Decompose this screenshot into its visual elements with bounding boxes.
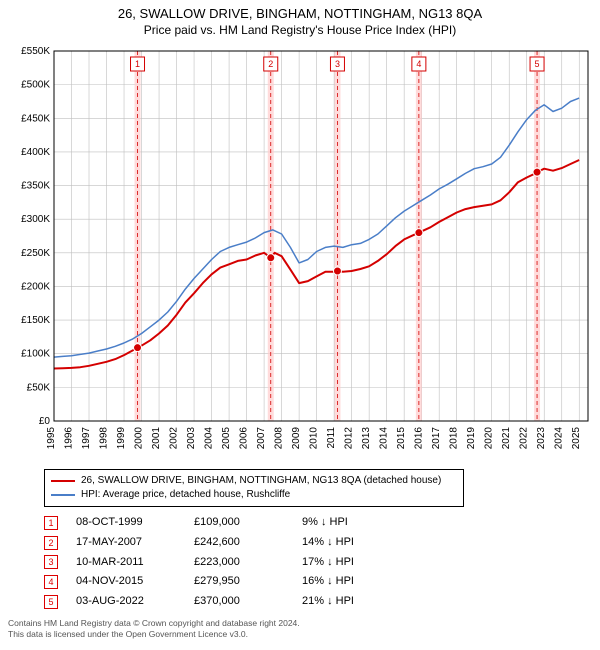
svg-text:2013: 2013	[361, 427, 372, 450]
svg-text:1995: 1995	[46, 427, 57, 450]
footer: Contains HM Land Registry data © Crown c…	[8, 618, 592, 640]
svg-text:2019: 2019	[466, 427, 477, 450]
chart-svg: £0 £50K £100K £150K £200K £250K £300K £350K £400…	[8, 43, 592, 463]
svg-text:2021: 2021	[501, 427, 512, 450]
event-date: 04-NOV-2015	[76, 572, 176, 592]
svg-text:2002: 2002	[169, 427, 180, 450]
svg-text:2003: 2003	[186, 427, 197, 450]
svg-text:£400K: £400K	[21, 147, 50, 158]
event-row: 5 03-AUG-2022 £370,000 21% ↓ HPI	[44, 592, 592, 612]
event-diff: 17% ↓ HPI	[302, 553, 392, 573]
svg-text:1: 1	[135, 59, 140, 69]
event-diff: 21% ↓ HPI	[302, 592, 392, 612]
event-date: 08-OCT-1999	[76, 513, 176, 533]
svg-text:5: 5	[535, 59, 540, 69]
svg-text:2001: 2001	[151, 427, 162, 450]
event-row: 4 04-NOV-2015 £279,950 16% ↓ HPI	[44, 572, 592, 592]
chart-subtitle: Price paid vs. HM Land Registry's House …	[8, 23, 592, 37]
svg-text:2015: 2015	[396, 427, 407, 450]
event-diff: 14% ↓ HPI	[302, 533, 392, 553]
svg-text:2: 2	[268, 59, 273, 69]
svg-text:2020: 2020	[484, 427, 495, 450]
svg-text:2010: 2010	[309, 427, 320, 450]
svg-text:2006: 2006	[239, 427, 250, 450]
event-row: 1 08-OCT-1999 £109,000 9% ↓ HPI	[44, 513, 592, 533]
event-diff: 9% ↓ HPI	[302, 513, 392, 533]
event-marker-icon: 3	[44, 555, 58, 569]
chart-title: 26, SWALLOW DRIVE, BINGHAM, NOTTINGHAM, …	[8, 6, 592, 21]
svg-text:2023: 2023	[536, 427, 547, 450]
svg-text:£150K: £150K	[21, 315, 50, 326]
svg-text:2004: 2004	[204, 427, 215, 450]
event-date: 03-AUG-2022	[76, 592, 176, 612]
svg-text:2024: 2024	[554, 427, 565, 450]
legend-item-hpi: HPI: Average price, detached house, Rush…	[51, 488, 457, 502]
svg-text:2005: 2005	[221, 427, 232, 450]
event-table: 1 08-OCT-1999 £109,000 9% ↓ HPI 2 17-MAY-2007…	[44, 513, 592, 612]
svg-text:2008: 2008	[274, 427, 285, 450]
svg-text:1999: 1999	[116, 427, 127, 450]
legend-swatch	[51, 494, 75, 496]
svg-text:2011: 2011	[326, 427, 337, 449]
event-marker-icon: 5	[44, 595, 58, 609]
event-price: £370,000	[194, 592, 284, 612]
svg-text:2025: 2025	[571, 427, 582, 450]
legend-item-price-paid: 26, SWALLOW DRIVE, BINGHAM, NOTTINGHAM, …	[51, 474, 457, 488]
chart: £0 £50K £100K £150K £200K £250K £300K £350K £400…	[8, 43, 592, 463]
legend-label: 26, SWALLOW DRIVE, BINGHAM, NOTTINGHAM, …	[81, 474, 441, 488]
event-row: 3 10-MAR-2011 £223,000 17% ↓ HPI	[44, 553, 592, 573]
svg-text:2017: 2017	[431, 427, 442, 450]
svg-text:£450K: £450K	[21, 113, 50, 124]
svg-text:2000: 2000	[134, 427, 145, 450]
legend-label: HPI: Average price, detached house, Rush…	[81, 488, 290, 502]
event-date: 17-MAY-2007	[76, 533, 176, 553]
event-price: £279,950	[194, 572, 284, 592]
event-marker-icon: 2	[44, 536, 58, 550]
event-row: 2 17-MAY-2007 £242,600 14% ↓ HPI	[44, 533, 592, 553]
svg-text:1996: 1996	[64, 427, 75, 450]
event-marker-icon: 1	[44, 516, 58, 530]
event-marker-icon: 4	[44, 575, 58, 589]
svg-text:£500K: £500K	[21, 80, 50, 91]
svg-text:2022: 2022	[519, 427, 530, 450]
footer-line: Contains HM Land Registry data © Crown c…	[8, 618, 592, 629]
svg-text:£350K: £350K	[21, 181, 50, 192]
legend-swatch	[51, 480, 75, 482]
svg-text:£250K: £250K	[21, 248, 50, 259]
svg-text:4: 4	[416, 59, 421, 69]
svg-text:2012: 2012	[344, 427, 355, 450]
event-price: £242,600	[194, 533, 284, 553]
svg-text:£300K: £300K	[21, 214, 50, 225]
event-price: £109,000	[194, 513, 284, 533]
page: 26, SWALLOW DRIVE, BINGHAM, NOTTINGHAM, …	[0, 0, 600, 650]
svg-text:2007: 2007	[256, 427, 267, 450]
svg-text:2009: 2009	[291, 427, 302, 450]
svg-text:£100K: £100K	[21, 349, 50, 360]
event-price: £223,000	[194, 553, 284, 573]
svg-text:2018: 2018	[449, 427, 460, 450]
event-diff: 16% ↓ HPI	[302, 572, 392, 592]
svg-text:2016: 2016	[414, 427, 425, 450]
legend: 26, SWALLOW DRIVE, BINGHAM, NOTTINGHAM, …	[44, 469, 464, 507]
event-date: 10-MAR-2011	[76, 553, 176, 573]
svg-text:£0: £0	[39, 416, 51, 427]
svg-text:£550K: £550K	[21, 46, 50, 57]
svg-text:£200K: £200K	[21, 281, 50, 292]
svg-text:£50K: £50K	[27, 382, 51, 393]
svg-text:1997: 1997	[81, 427, 92, 450]
footer-line: This data is licensed under the Open Gov…	[8, 629, 592, 640]
svg-text:2014: 2014	[379, 427, 390, 450]
svg-text:1998: 1998	[99, 427, 110, 450]
svg-text:3: 3	[335, 59, 340, 69]
